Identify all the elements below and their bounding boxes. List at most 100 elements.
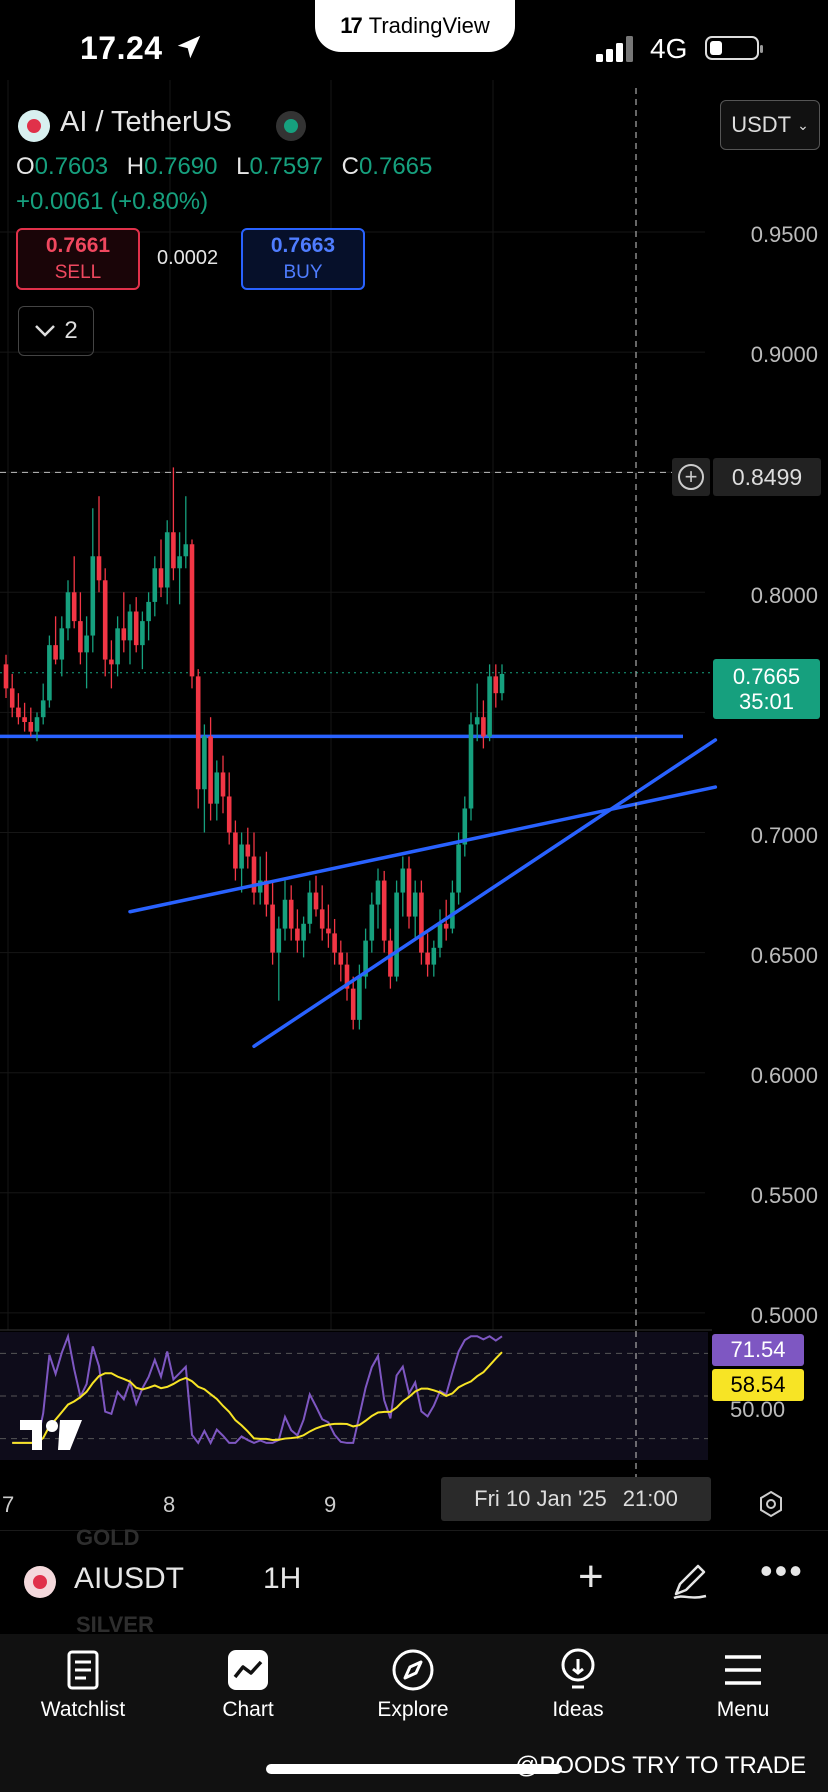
price-tick: 0.9500 xyxy=(750,222,818,247)
candle-body xyxy=(319,909,325,929)
candle-body xyxy=(369,904,375,941)
tradingview-badge-label: TradingView xyxy=(368,13,490,38)
location-arrow-icon xyxy=(174,32,204,67)
bar-countdown: 35:01 xyxy=(738,689,795,714)
close-value: 0.7665 xyxy=(358,153,433,180)
nav-watchlist-label: Watchlist xyxy=(40,1698,126,1721)
candle-body xyxy=(9,688,15,708)
candle-body xyxy=(493,676,499,694)
candle-body xyxy=(474,717,480,725)
price-tick: 0.5500 xyxy=(750,1183,818,1208)
add-alert-button[interactable]: + xyxy=(672,458,710,496)
price-chart[interactable] xyxy=(0,80,828,1540)
candle-body xyxy=(381,880,387,941)
buy-price: 0.7663 xyxy=(270,234,336,257)
nav-chart[interactable]: Chart xyxy=(183,1642,313,1722)
compass-icon xyxy=(391,1642,435,1698)
price-tick: 0.7000 xyxy=(750,823,818,848)
ghost-symbol-gold: GOLD xyxy=(76,1525,140,1550)
hamburger-menu-icon xyxy=(723,1642,763,1698)
candle-body xyxy=(96,556,102,581)
add-indicator-button[interactable]: + xyxy=(578,1552,604,1601)
more-options-icon[interactable]: ••• xyxy=(760,1550,804,1591)
candle-body xyxy=(412,892,418,917)
candle-body xyxy=(226,796,232,833)
candle-body xyxy=(183,544,189,557)
symbol-selector[interactable]: AIUSDT xyxy=(74,1562,185,1595)
crosshair-time: 21:00 xyxy=(622,1486,678,1511)
candle-body xyxy=(270,904,275,953)
candle-body xyxy=(437,923,443,948)
battery-icon xyxy=(705,36,763,60)
candle-body xyxy=(363,940,368,977)
nav-ideas[interactable]: Ideas xyxy=(513,1642,643,1722)
candle-body xyxy=(171,532,176,569)
last-price: 0.7665 xyxy=(732,663,801,689)
sell-button[interactable]: 0.7661 SELL xyxy=(16,228,140,290)
tradingview-watermark-icon xyxy=(20,1420,82,1455)
currency-select[interactable]: USDT ⌄ xyxy=(720,100,820,150)
candle-body xyxy=(431,947,437,965)
candle-body xyxy=(456,844,461,893)
candle-body xyxy=(102,580,108,660)
ohlc-legend: O0.7603 H0.7690 L0.7597 C0.7665 xyxy=(16,153,444,181)
user-watermark: @POODS TRY TO TRADE xyxy=(515,1752,807,1779)
candle-body xyxy=(245,844,251,857)
candle-body xyxy=(214,772,220,804)
rsi-ma-tag: 58.54 xyxy=(712,1369,804,1401)
nav-explore-label: Explore xyxy=(377,1698,449,1721)
candle-body xyxy=(257,880,263,893)
candle-body xyxy=(140,621,145,646)
candle-body xyxy=(59,628,65,660)
candle-body xyxy=(109,659,114,665)
candle-body xyxy=(71,592,77,622)
price-tick: 0.6000 xyxy=(750,1063,818,1088)
nav-ideas-label: Ideas xyxy=(552,1698,604,1721)
crosshair-time-label: Fri 10 Jan '25 21:00 xyxy=(441,1477,711,1521)
candle-body xyxy=(326,928,331,934)
candle-body xyxy=(40,700,46,718)
interval-selector[interactable]: 1H xyxy=(263,1562,302,1595)
candle-body xyxy=(419,892,424,953)
buy-button[interactable]: 0.7663 BUY xyxy=(241,228,365,290)
crosshair-price-label: 0.8499 xyxy=(713,458,821,496)
home-indicator xyxy=(266,1764,562,1774)
symbol-toolbar xyxy=(0,1530,828,1635)
price-change: +0.0061 (+0.80%) xyxy=(16,188,209,215)
open-label: O xyxy=(16,153,35,180)
candle-body xyxy=(357,976,362,1020)
symbol-logo-icon xyxy=(24,1566,56,1598)
candle-body xyxy=(481,717,486,737)
candle-body xyxy=(78,621,83,653)
chart-icon xyxy=(227,1642,269,1698)
candle-body xyxy=(202,736,207,790)
nav-watchlist[interactable]: Watchlist xyxy=(18,1642,148,1722)
candle-body xyxy=(84,635,89,653)
candle-body xyxy=(189,544,195,677)
candle-body xyxy=(47,645,52,701)
candle-body xyxy=(16,707,21,718)
drawing-tool-button[interactable] xyxy=(668,1558,712,1607)
symbol-title[interactable]: AI / TetherUS xyxy=(60,106,232,138)
candle-body xyxy=(115,628,120,665)
lightbulb-icon xyxy=(558,1642,598,1698)
tradingview-logo-icon: 17 xyxy=(340,13,363,38)
candle-body xyxy=(276,928,282,953)
candle-body xyxy=(301,923,306,941)
chart-settings-icon[interactable] xyxy=(757,1490,785,1524)
nav-menu[interactable]: Menu xyxy=(678,1642,808,1722)
candle-body xyxy=(375,880,381,905)
market-open-icon xyxy=(276,111,306,141)
candle-body xyxy=(462,808,468,845)
nav-explore[interactable]: Explore xyxy=(348,1642,478,1722)
candle-body xyxy=(53,645,58,660)
candle-body xyxy=(239,844,244,869)
candle-body xyxy=(499,673,505,694)
candle-body xyxy=(332,933,337,953)
candle-body xyxy=(295,928,300,941)
candle-body xyxy=(90,556,96,636)
candle-body xyxy=(22,717,27,723)
indicators-toggle[interactable]: 2 xyxy=(18,306,94,356)
chevron-down-icon xyxy=(35,325,56,337)
candle-body xyxy=(65,592,71,629)
